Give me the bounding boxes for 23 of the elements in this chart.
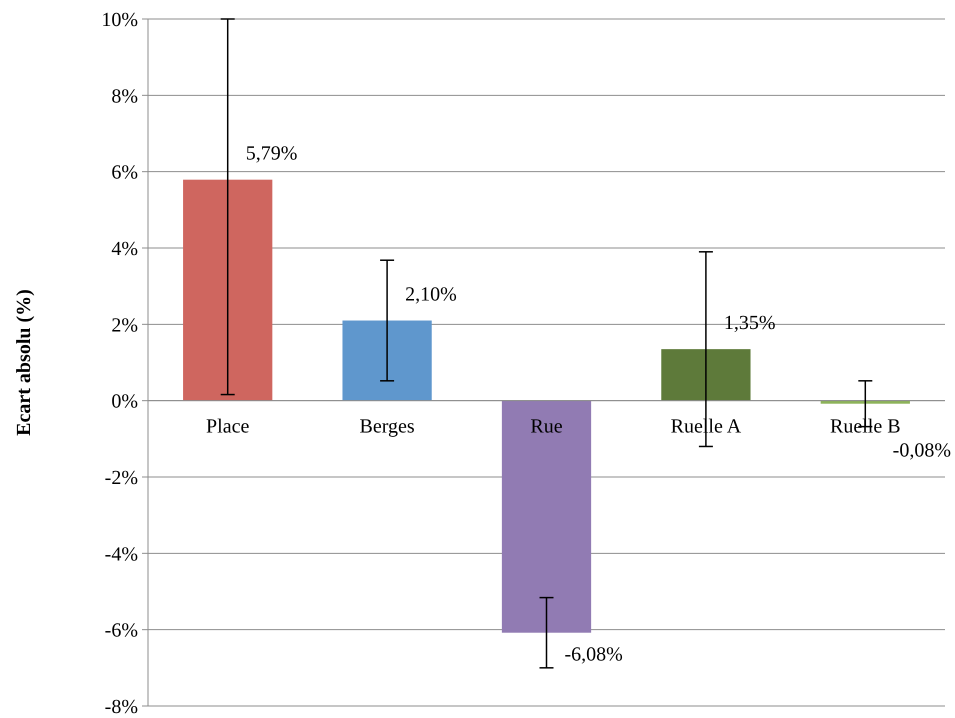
bar [661,349,751,401]
y-tick-label: 4% [111,238,138,260]
y-tick-label: -4% [104,543,138,566]
y-axis-title: Ecart absolu (%) [13,289,35,436]
data-label: -6,08% [564,644,623,666]
y-tick-label: 0% [111,390,138,413]
x-tick-label: Rue [530,416,563,438]
x-tick-label: Berges [360,416,415,438]
y-tick-label: -8% [104,696,138,718]
data-label: -0,08% [892,440,951,462]
bar [342,320,432,401]
y-tick-label: 2% [111,314,138,336]
data-label: 1,35% [724,312,776,334]
x-tick-label: Place [206,416,250,438]
y-tick-label: 8% [111,85,138,108]
y-tick-label: 6% [111,162,138,184]
data-label: 5,79% [246,142,298,165]
y-tick-label: -2% [104,467,138,489]
y-tick-label: -6% [104,620,138,642]
bar [183,180,272,401]
y-tick-label: 10% [101,9,138,31]
bar [502,400,592,633]
data-label: 2,10% [405,284,457,306]
